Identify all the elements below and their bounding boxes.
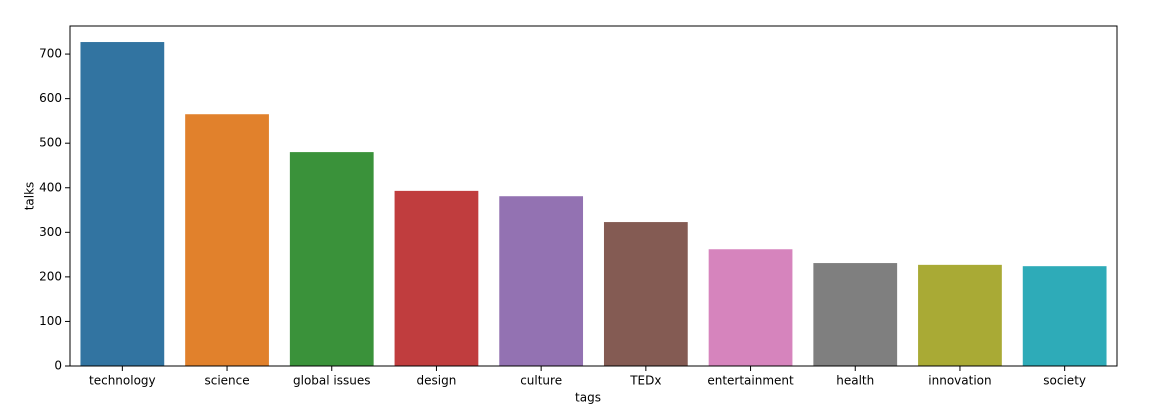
x-tick-label: culture [520, 374, 562, 388]
x-tick-label: technology [89, 374, 156, 388]
y-tick-label: 300 [39, 225, 62, 239]
y-tick-label: 600 [39, 91, 62, 105]
x-tick-label: entertainment [707, 374, 794, 388]
plot-frame [69, 25, 1118, 367]
bar [394, 190, 479, 366]
x-tick-label: design [417, 374, 457, 388]
x-tick-label: society [1043, 374, 1086, 388]
x-tick-label: global issues [293, 374, 371, 388]
bar [813, 263, 898, 366]
bar [499, 196, 584, 366]
bar [603, 222, 688, 366]
y-tick-label: 0 [54, 359, 62, 373]
y-tick-label: 400 [39, 180, 62, 194]
y-tick-label: 500 [39, 136, 62, 150]
bar [185, 114, 269, 366]
x-tick-label: health [836, 374, 874, 388]
y-tick-label: 100 [39, 314, 62, 328]
bar [289, 152, 374, 366]
y-axis-label: talks [23, 182, 37, 211]
y-tick-label: 200 [39, 269, 62, 283]
x-tick-label: innovation [928, 374, 991, 388]
bar [918, 264, 1002, 366]
bar [1022, 266, 1107, 366]
x-axis-label: tags [575, 391, 601, 405]
x-tick-label: science [204, 374, 249, 388]
y-tick-label: 700 [39, 47, 62, 61]
bar [708, 249, 793, 366]
bar [80, 42, 165, 367]
x-tick-label: TEDx [629, 374, 661, 388]
